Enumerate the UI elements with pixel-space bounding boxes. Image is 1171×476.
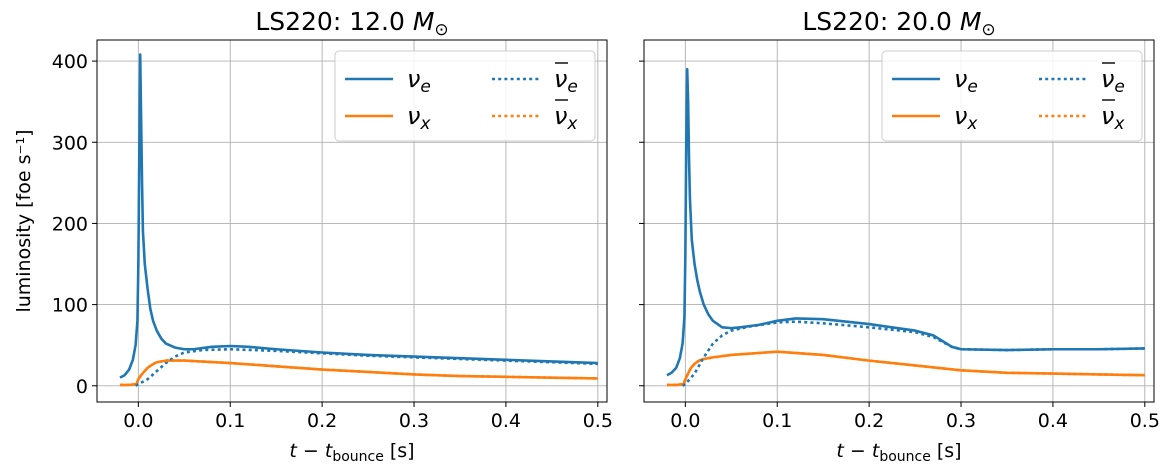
legend-label-symbol: ν — [407, 65, 420, 93]
series-line-anti-nu-e — [134, 347, 598, 387]
series-group — [666, 67, 1145, 387]
legend-label-symbol: ν — [554, 102, 567, 130]
x-tick-label: 0.1 — [762, 410, 792, 432]
series-line-anti-nu-x — [119, 359, 598, 387]
x-tick-label: 0.0 — [123, 410, 153, 432]
plot-title: LS220: 20.0 M⊙ — [802, 7, 995, 40]
x-axis-label-sub: bounce — [879, 449, 931, 465]
series-line-anti-nu-x — [666, 350, 1145, 387]
x-tick-label: 0.3 — [399, 410, 429, 432]
x-axis-label-pre: t − t — [289, 440, 333, 462]
series-line-nu-x — [119, 359, 598, 387]
x-tick-label: 0.3 — [946, 410, 976, 432]
y-tick-label: 200 — [52, 213, 88, 235]
y-tick-label: 100 — [52, 295, 88, 317]
axes-frame — [643, 39, 1155, 403]
legend-label-sub: x — [966, 114, 978, 134]
x-tick-label: 0.0 — [670, 410, 700, 432]
legend-label-symbol: ν — [954, 65, 967, 93]
legend-label-sub: x — [566, 114, 578, 134]
legend-label-symbol: ν — [954, 102, 967, 130]
x-tick-label: 0.2 — [854, 410, 884, 432]
series-group — [119, 53, 598, 387]
y-tick-label: 400 — [52, 51, 88, 73]
x-tick-label: 0.4 — [491, 410, 521, 432]
panel-1: 0.0 0.1 0.2 0.3 0.4 0.5 0 100 200 300 400 LS220: 12… — [13, 7, 613, 465]
legend-label: νe — [407, 65, 431, 97]
legend-label: νx — [554, 102, 578, 134]
x-axis-label-pre: t − t — [836, 440, 880, 462]
legend-box — [334, 50, 596, 142]
title-symbol: M — [413, 7, 435, 36]
panel-2: 0.0 0.1 0.2 0.3 0.4 0.5 LS220: 20.0 M⊙ t − tbou… — [639, 7, 1160, 465]
x-axis-label: t − tbounce [s] — [836, 440, 961, 465]
legend-label-symbol: ν — [1101, 65, 1114, 93]
legend-label-sub: e — [967, 77, 977, 97]
series-line-nu-x — [666, 350, 1145, 387]
legend-label: νe — [554, 65, 578, 97]
x-axis-label-sub: bounce — [332, 449, 384, 465]
legend-box — [881, 50, 1143, 142]
plot-title: LS220: 12.0 M⊙ — [255, 7, 448, 40]
legend-label: νx — [1101, 102, 1125, 134]
title-subscript: ⊙ — [434, 20, 448, 40]
title-subscript: ⊙ — [981, 20, 995, 40]
y-axis-label: luminosity [foe s⁻¹] — [13, 129, 35, 312]
series-line-nu-e — [666, 67, 1145, 377]
x-tick-label: 0.2 — [307, 410, 337, 432]
x-tick-label: 0.5 — [1130, 410, 1160, 432]
series-line-nu-e — [119, 53, 598, 379]
x-tick-label: 0.1 — [215, 410, 245, 432]
x-tick-label: 0.5 — [583, 410, 613, 432]
x-axis-label-post: [s] — [384, 440, 415, 462]
title-symbol: M — [960, 7, 982, 36]
legend-label: νx — [407, 102, 431, 134]
legend-label: νx — [954, 102, 978, 134]
y-tick-label: 0 — [76, 376, 88, 398]
legend-label-sub: e — [420, 77, 430, 97]
legend-label-sub: x — [1113, 114, 1125, 134]
series-line-anti-nu-e — [681, 320, 1145, 387]
title-prefix: LS220: 12.0 — [255, 7, 413, 36]
title-prefix: LS220: 20.0 — [802, 7, 960, 36]
legend-label-sub: e — [1114, 77, 1124, 97]
x-axis-label-post: [s] — [931, 440, 962, 462]
legend-label-symbol: ν — [407, 102, 420, 130]
x-tick-label: 0.4 — [1038, 410, 1068, 432]
legend-label-symbol: ν — [554, 65, 567, 93]
legend-label: νe — [1101, 65, 1125, 97]
legend-label-sub: x — [419, 114, 431, 134]
y-tick-label: 300 — [52, 132, 88, 154]
legend-label-sub: e — [567, 77, 577, 97]
x-axis-label: t − tbounce [s] — [289, 440, 414, 465]
axes-frame — [96, 39, 608, 403]
legend-label-symbol: ν — [1101, 102, 1114, 130]
legend-label: νe — [954, 65, 978, 97]
